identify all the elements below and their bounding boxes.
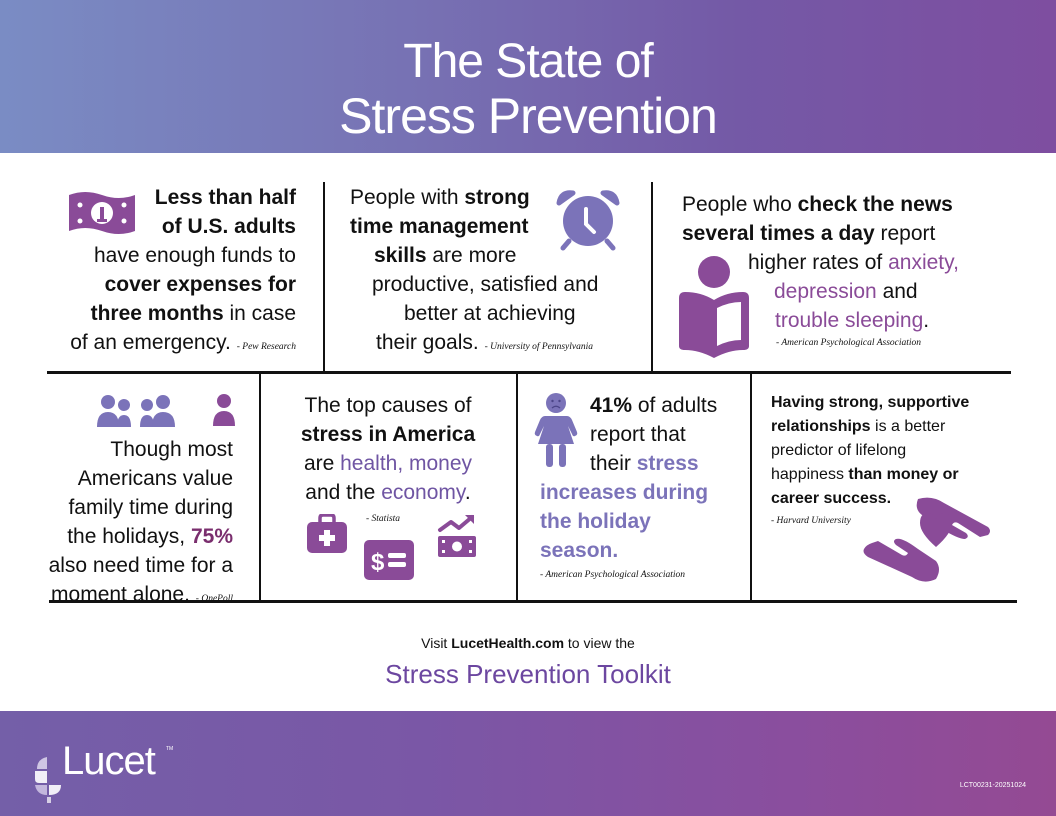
- call-to-action: Visit LucetHealth.com to view the Stress…: [0, 634, 1056, 689]
- divider: [323, 182, 325, 372]
- single-person-icon: [213, 394, 235, 426]
- fact-time-management: People with strong time management skill…: [350, 186, 599, 354]
- source-citation: - Statista: [366, 514, 401, 524]
- rising-money-icon: [438, 515, 476, 557]
- sad-person-icon: [534, 393, 578, 467]
- divider: [651, 182, 653, 372]
- source-citation: - Harvard University: [771, 516, 851, 526]
- medical-bag-icon: [307, 514, 347, 553]
- fact-funds: Less than half of U.S. adults have enoug…: [70, 186, 296, 354]
- dollar-bill-icon: [69, 192, 135, 234]
- lucet-logo: Lucet: [62, 739, 156, 783]
- divider: [259, 372, 261, 602]
- toolkit-link[interactable]: Stress Prevention Toolkit: [385, 659, 671, 689]
- svg-text:$: $: [371, 549, 385, 576]
- title-line-2: Stress Prevention: [339, 88, 718, 144]
- trademark: TM: [166, 746, 174, 752]
- document-code: LCT00231-20251024: [959, 782, 1026, 789]
- alarm-clock-icon: [556, 190, 620, 251]
- divider: [47, 371, 1011, 374]
- person-reading-icon: [679, 256, 749, 358]
- source-citation: - OnePoll: [195, 594, 233, 604]
- title-line-1: The State of: [403, 35, 654, 88]
- source-citation: - American Psychological Association: [540, 570, 686, 580]
- lucet-logo-icon: [35, 757, 61, 803]
- hands-heart-icon: [863, 497, 990, 582]
- divider: [516, 372, 518, 602]
- fact-holiday-stress: 41% of adults report that their stress i…: [540, 391, 746, 581]
- fact-relationships: Having strong, supportive relationships …: [771, 391, 1011, 527]
- money-card-icon: $: [364, 540, 414, 580]
- fact-stress-causes: The top causes of stress in America are …: [300, 394, 476, 504]
- fact-news: People who check the news several times …: [682, 190, 1012, 349]
- website-link[interactable]: LucetHealth.com: [451, 635, 565, 651]
- source-citation: - American Psychological Association: [776, 338, 922, 348]
- divider: [750, 372, 752, 602]
- fact-family-time: Though most Americans value family time …: [48, 438, 233, 606]
- header-banner: The State of Stress Prevention: [0, 0, 1056, 153]
- family-group-icon: [97, 395, 175, 427]
- footer-banner: Lucet TM: [0, 711, 1056, 816]
- source-citation: - Pew Research: [236, 342, 296, 352]
- source-citation: - University of Pennsylvania: [484, 342, 594, 352]
- divider: [49, 600, 1017, 603]
